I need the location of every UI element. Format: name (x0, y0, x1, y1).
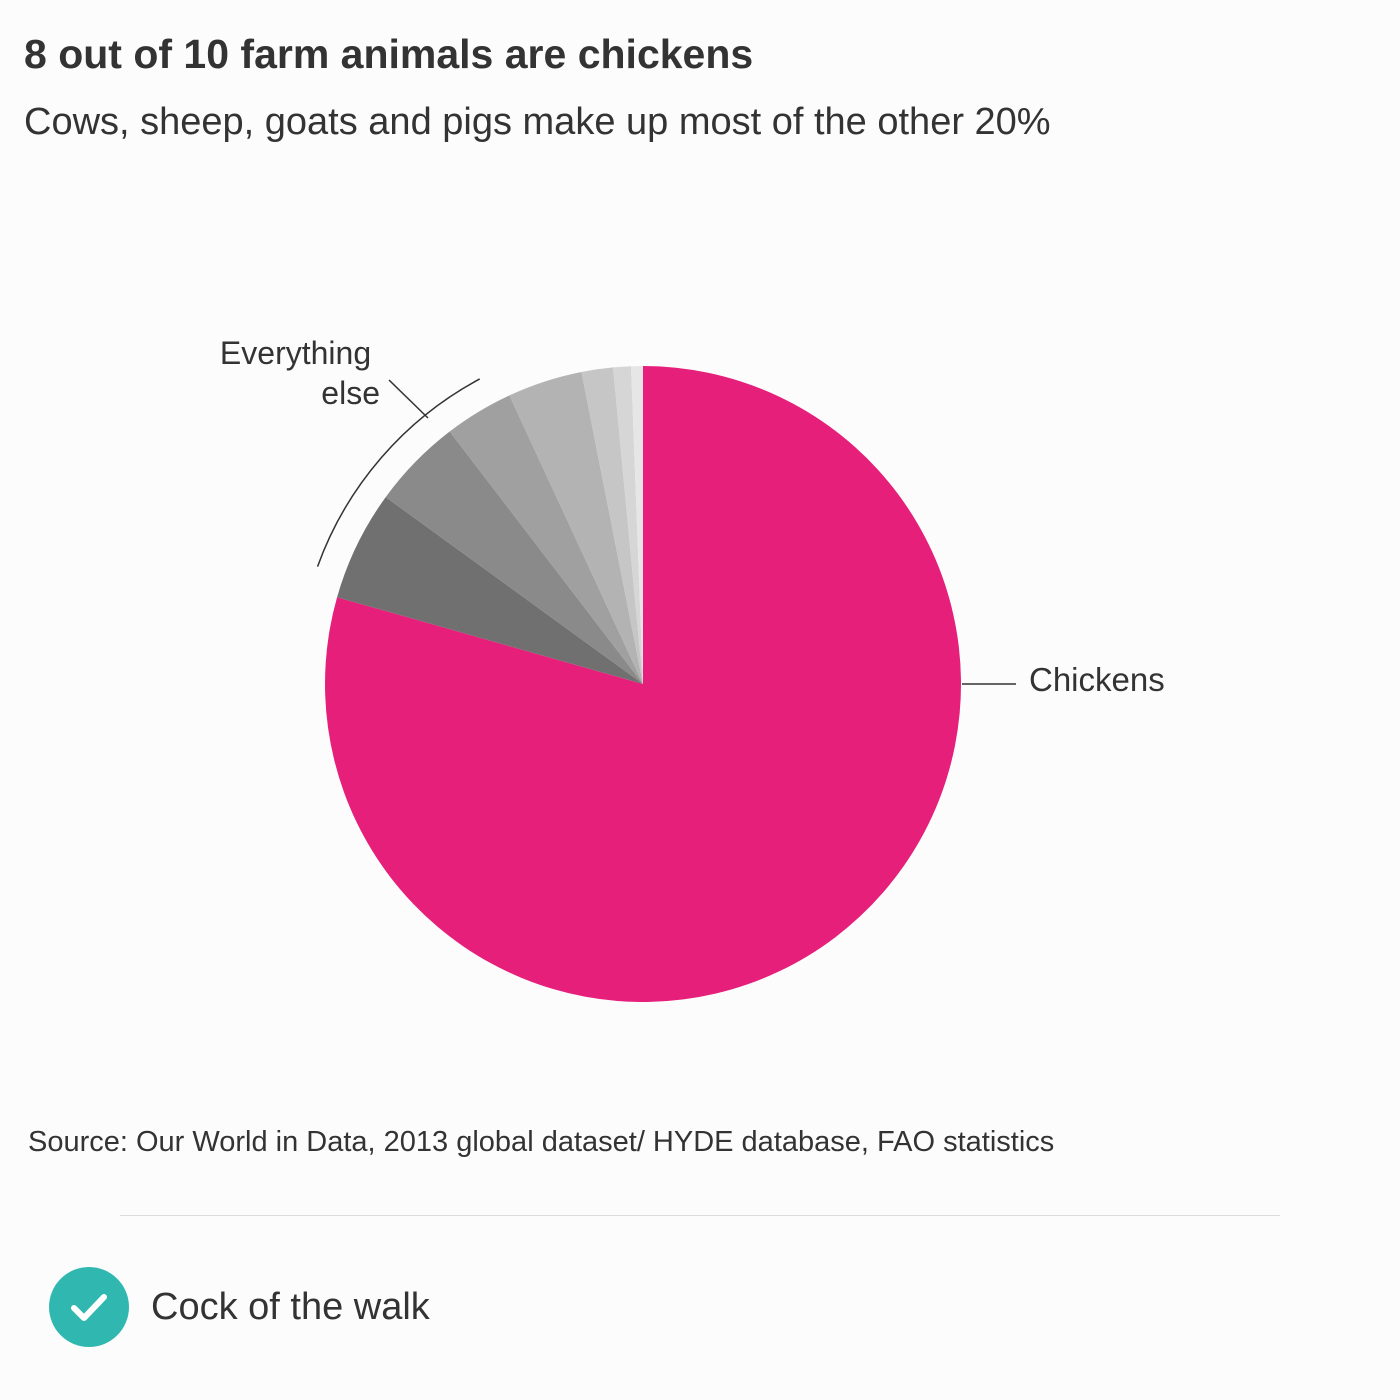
pie-chart: Chickens Everything else (220, 335, 1165, 1002)
everything-else-leader-line (388, 379, 429, 419)
pie-slice-other-5 (581, 367, 643, 684)
everything-else-label-line-1: Everything (220, 335, 371, 371)
check-icon (49, 1267, 129, 1347)
chart-subtitle: Cows, sheep, goats and pigs make up most… (24, 101, 1051, 143)
pie-slice-other-1 (337, 497, 643, 684)
pie-slice-other-2 (385, 431, 643, 684)
pie-slice-other-6 (613, 366, 643, 684)
everything-else-bracket (316, 378, 481, 567)
pie-slice-chickens (325, 366, 962, 1002)
verdict: Cock of the walk (49, 1267, 430, 1347)
pie-slices (325, 366, 962, 1002)
source-note: Source: Our World in Data, 2013 global d… (28, 1126, 1055, 1158)
chickens-label: Chickens (1029, 661, 1165, 698)
pie-slice-other-7 (631, 366, 643, 684)
chart-title: 8 out of 10 farm animals are chickens (24, 31, 754, 77)
pie-annotations: Chickens Everything else (220, 335, 1165, 698)
everything-else-label-line-2: else (321, 375, 380, 411)
pie-slice-other-4 (509, 372, 643, 684)
pie-slice-other-3 (449, 395, 643, 684)
verdict-text: Cock of the walk (151, 1286, 430, 1328)
divider (120, 1215, 1280, 1216)
everything-else-label: Everything else (220, 335, 380, 411)
